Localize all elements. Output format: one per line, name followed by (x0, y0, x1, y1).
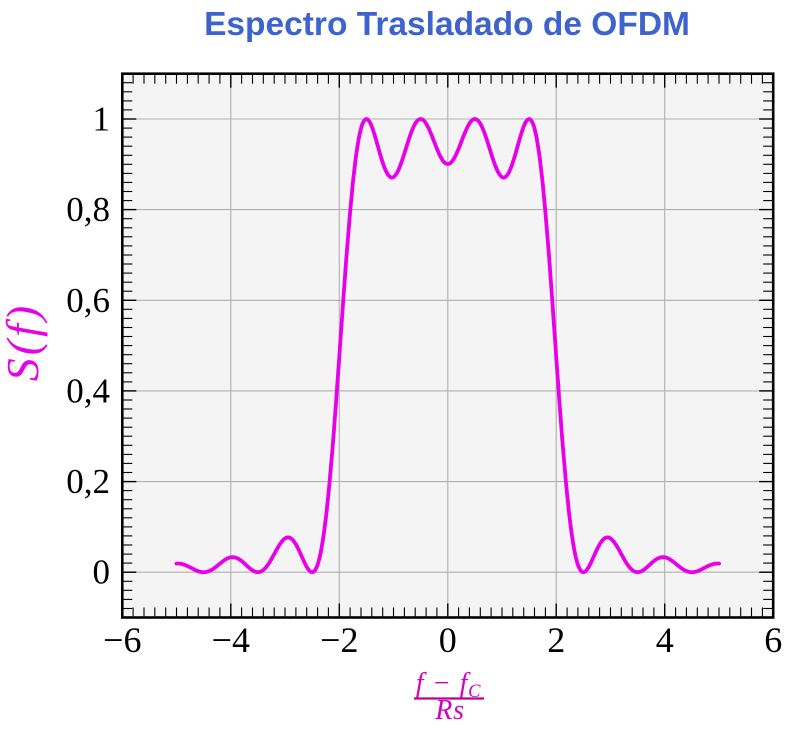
svg-text:0: 0 (93, 553, 111, 592)
svg-text:2: 2 (547, 620, 565, 660)
svg-text:6: 6 (764, 620, 782, 660)
svg-text:S(f): S(f) (0, 303, 48, 381)
svg-text:−4: −4 (212, 620, 250, 660)
svg-text:0: 0 (439, 620, 457, 660)
svg-text:0,4: 0,4 (66, 371, 110, 410)
svg-text:0,2: 0,2 (66, 462, 110, 501)
svg-text:Espectro Trasladado de OFDM: Espectro Trasladado de OFDM (204, 6, 690, 43)
svg-text:−2: −2 (320, 620, 358, 660)
svg-text:0,8: 0,8 (66, 190, 110, 229)
svg-text:1: 1 (93, 100, 111, 139)
svg-text:0,6: 0,6 (66, 281, 110, 320)
svg-text:−6: −6 (103, 620, 141, 660)
svg-text:4: 4 (656, 620, 674, 660)
svg-text:Rs: Rs (434, 695, 465, 726)
